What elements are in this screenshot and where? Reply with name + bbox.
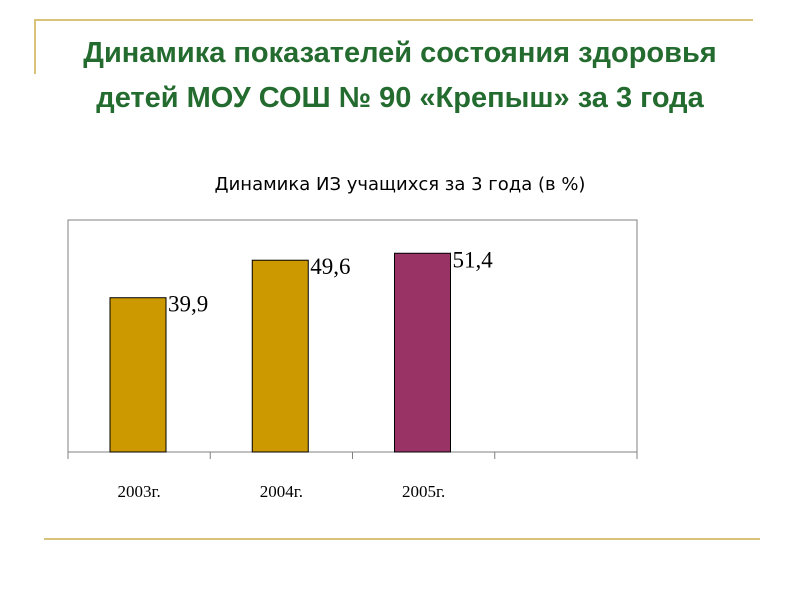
x-axis-ticks xyxy=(67,452,638,459)
data-label: 51,4 xyxy=(453,247,494,272)
top-rule xyxy=(34,19,753,21)
data-label: 39,9 xyxy=(168,292,208,317)
slide-title-line-2: детей МОУ СОШ № 90 «Крепыш» за 3 года xyxy=(96,82,704,114)
bar-2003г. xyxy=(109,297,167,453)
chart-title: Динамика ИЗ учащихся за 3 года (в %) xyxy=(215,174,586,195)
bar-2005г. xyxy=(394,252,451,453)
slide-title: Динамика показателей состояния здоровья … xyxy=(20,31,780,121)
bar-2004г. xyxy=(251,259,309,453)
x-tick-label: 2005г. xyxy=(402,482,445,501)
slide-title-line-1: Динамика показателей состояния здоровья xyxy=(83,37,717,69)
x-tick-label: 2003г. xyxy=(117,482,160,501)
bars xyxy=(109,252,451,453)
bottom-rule xyxy=(44,538,760,540)
data-labels: 39,9 49,6 51,4 xyxy=(168,247,493,316)
data-label: 49,6 xyxy=(310,254,350,279)
left-rule xyxy=(34,19,36,74)
x-tick-label: 2004г. xyxy=(260,482,303,501)
x-axis-tick-labels: 2003г. 2004г. 2005г. xyxy=(117,482,445,501)
